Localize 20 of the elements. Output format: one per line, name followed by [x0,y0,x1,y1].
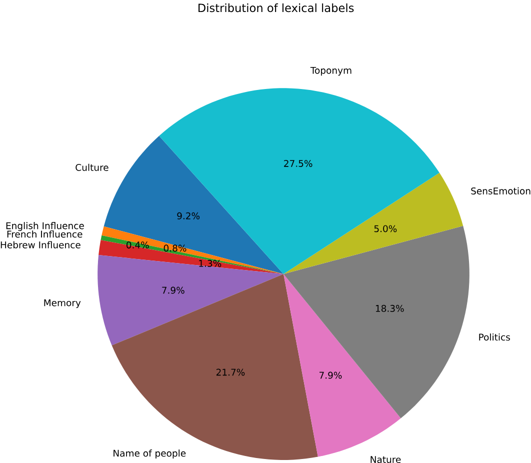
data-label: 0.8% [164,244,186,252]
data-label: 1.3% [199,260,222,267]
data-label: 7.9% [319,372,342,379]
slice-label: Culture [76,164,108,171]
data-label: 7.9% [162,286,184,294]
data-label: 5.0% [374,225,397,232]
data-label: 18.3% [376,304,404,312]
data-label: 21.7% [216,368,245,376]
slice-label: Toponym [310,66,352,76]
slice-label: English Influence [6,222,84,231]
data-label: 9.2% [177,212,200,220]
slice-label: Name of people [114,450,186,458]
data-label: 27.5% [284,160,312,167]
slice-label: Politics [479,333,510,341]
slice-label: Memory [44,299,81,308]
slice-label: Nature [370,456,401,463]
slice-label: Hebrew Influence [0,241,80,248]
slice-label: French Influence [7,230,82,238]
chart-title: Distribution of lexical labels [198,3,354,12]
slice-label: SensEmotion [471,187,530,194]
